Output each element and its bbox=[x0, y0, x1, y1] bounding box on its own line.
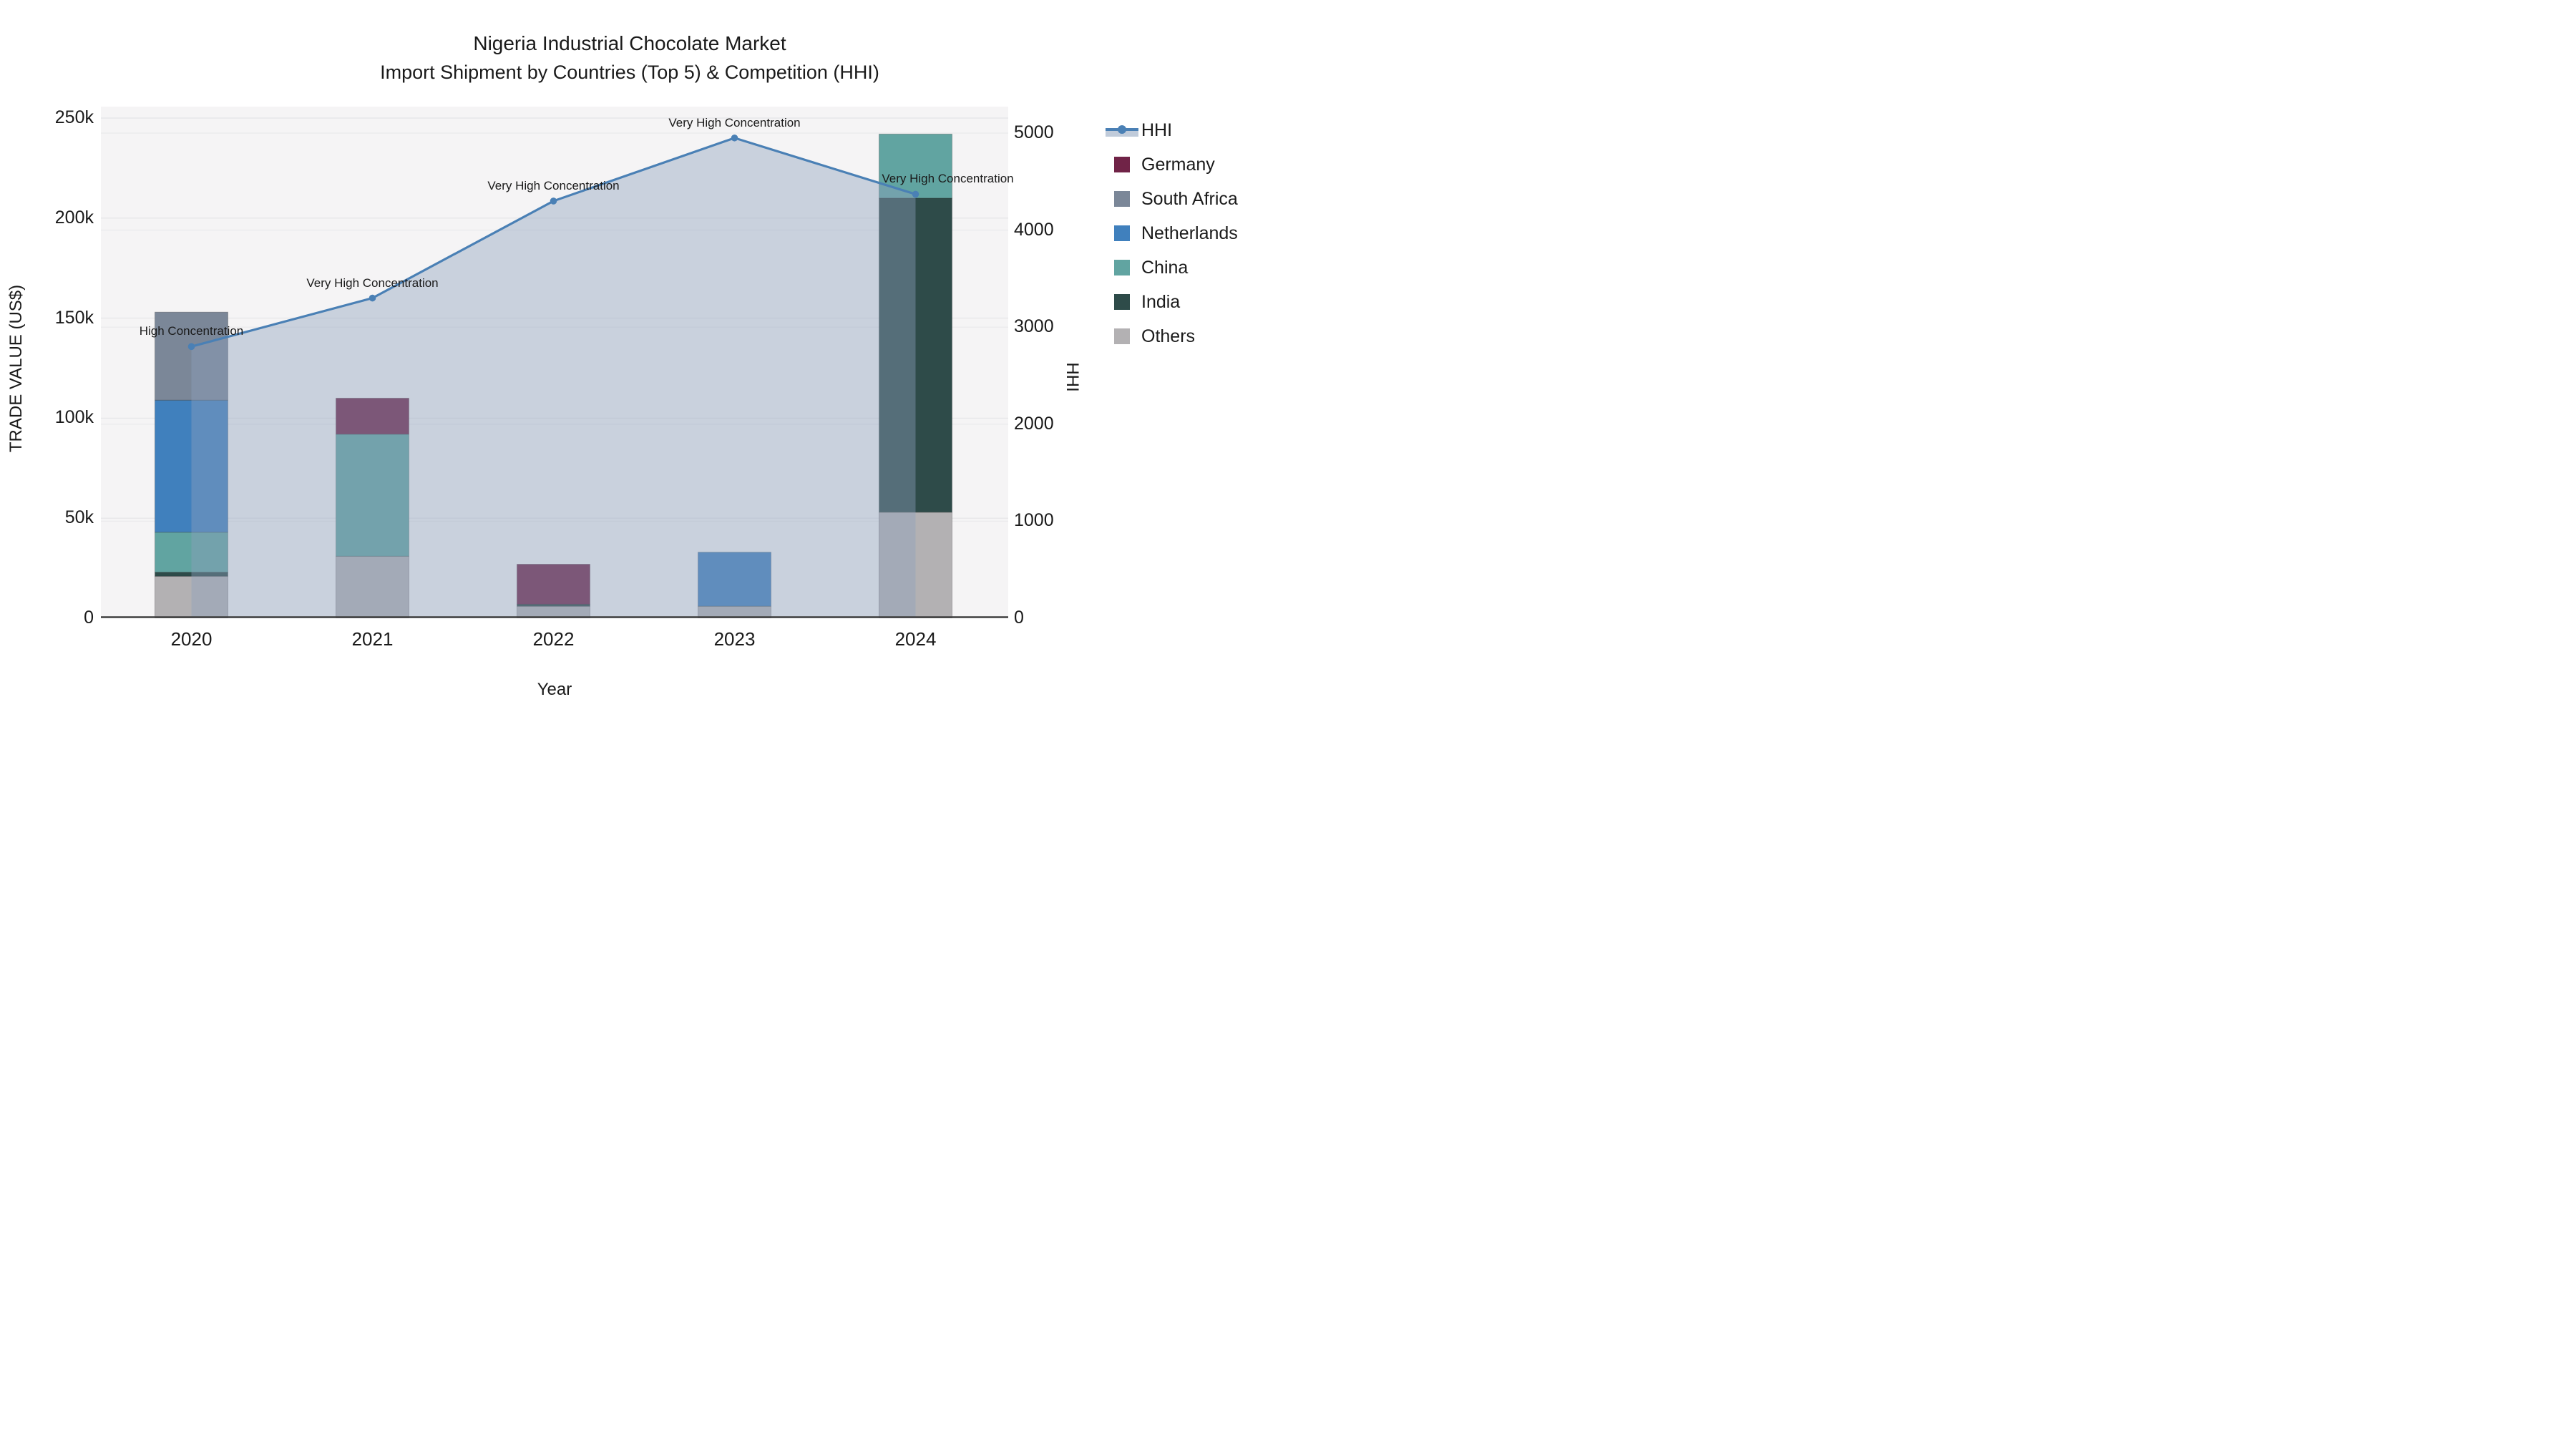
legend-swatch-icon bbox=[1114, 191, 1130, 207]
annotation-label-2022: Very High Concentration bbox=[487, 178, 620, 192]
legend-item-label: Germany bbox=[1141, 154, 1215, 175]
annotation-label-2024: Very High Concentration bbox=[882, 172, 1014, 186]
bar-segment-others-2021 bbox=[336, 555, 409, 618]
legend: HHI Germany South Africa Netherlands China In… bbox=[1106, 113, 1238, 353]
legend-swatch-icon bbox=[1114, 260, 1130, 275]
bar-segment-others-2020 bbox=[155, 575, 228, 618]
hhi-area-fill bbox=[191, 137, 916, 618]
x-tick-label: 2020 bbox=[170, 628, 213, 650]
legend-swatch-icon bbox=[1114, 225, 1130, 241]
bar-segment-germany-2022 bbox=[517, 564, 590, 605]
bar-segment-germany-2021 bbox=[336, 397, 409, 435]
legend-swatch-icon bbox=[1114, 328, 1130, 344]
legend-item-label: Netherlands bbox=[1141, 223, 1238, 243]
bar-segment-china-2021 bbox=[336, 434, 409, 557]
legend-item-label: South Africa bbox=[1141, 188, 1238, 209]
hhi-marker-2020 bbox=[187, 343, 195, 351]
legend-item-india[interactable]: India bbox=[1106, 285, 1238, 319]
chart-title: Nigeria Industrial Chocolate Market Impo… bbox=[0, 29, 1259, 87]
bar-segment-netherlands-2020 bbox=[155, 399, 228, 533]
y-left-tick-label: 50k bbox=[64, 507, 94, 528]
bar-segment-india-2020 bbox=[155, 572, 228, 577]
legend-item-hhi[interactable]: HHI bbox=[1106, 113, 1238, 147]
y-left-axis-title: TRADE VALUE (US$) bbox=[6, 284, 26, 453]
plot-area-background bbox=[101, 107, 1008, 618]
hhi-marker-2022 bbox=[550, 197, 557, 205]
annotation-label-2020: High Concentration bbox=[139, 324, 244, 338]
y-right-tick-label: 2000 bbox=[1014, 413, 1054, 434]
y-right-tick-label: 0 bbox=[1014, 608, 1024, 628]
y-right-tick-label: 1000 bbox=[1014, 510, 1054, 531]
x-tick-label: 2023 bbox=[713, 628, 756, 650]
y-left-tick-label: 200k bbox=[54, 207, 94, 228]
bar-segment-netherlands-2023 bbox=[698, 552, 771, 607]
annotation-label-2023: Very High Concentration bbox=[668, 115, 801, 130]
bar-segment-south-africa-2020 bbox=[155, 311, 228, 401]
chart-title-line1: Nigeria Industrial Chocolate Market bbox=[473, 32, 786, 54]
legend-swatch-icon bbox=[1114, 157, 1130, 172]
bar-segment-others-2024 bbox=[879, 512, 952, 618]
y-right-tick-label: 4000 bbox=[1014, 219, 1054, 240]
x-axis-title: Year bbox=[537, 680, 572, 699]
hhi-marker-2024 bbox=[912, 190, 919, 198]
legend-item-netherlands[interactable]: Netherlands bbox=[1106, 216, 1238, 250]
legend-item-china[interactable]: China bbox=[1106, 250, 1238, 285]
y-left-tick-label: 150k bbox=[54, 307, 94, 328]
y-right-tick-label: 3000 bbox=[1014, 316, 1054, 337]
chart-figure: Nigeria Industrial Chocolate Market Impo… bbox=[0, 0, 1288, 725]
legend-item-germany[interactable]: Germany bbox=[1106, 147, 1238, 182]
y-left-tick-label: 250k bbox=[54, 107, 94, 127]
x-tick-label: 2022 bbox=[532, 628, 575, 650]
bar-segment-india-2024 bbox=[879, 197, 952, 513]
legend-item-label: Others bbox=[1141, 326, 1196, 346]
y-right-axis-title: HHI bbox=[1063, 362, 1082, 392]
y-left-tick-label: 0 bbox=[84, 608, 94, 628]
x-tick-label: 2024 bbox=[894, 628, 937, 650]
chart-plot-svg bbox=[101, 117, 1008, 618]
hhi-line-swatch-icon bbox=[1106, 122, 1138, 139]
legend-item-others[interactable]: Others bbox=[1106, 319, 1238, 353]
annotation-label-2021: Very High Concentration bbox=[306, 275, 439, 290]
legend-item-south-africa[interactable]: South Africa bbox=[1106, 182, 1238, 216]
legend-item-label: HHI bbox=[1141, 119, 1173, 140]
legend-swatch-icon bbox=[1114, 294, 1130, 310]
hhi-marker-2021 bbox=[369, 294, 376, 302]
chart-title-line2: Import Shipment by Countries (Top 5) & C… bbox=[380, 62, 879, 83]
legend-item-label: China bbox=[1141, 257, 1189, 278]
legend-item-label: India bbox=[1141, 291, 1181, 312]
y-right-tick-label: 5000 bbox=[1014, 122, 1054, 142]
hhi-marker-2023 bbox=[731, 134, 738, 142]
x-tick-label: 2021 bbox=[351, 628, 394, 650]
y-left-tick-label: 100k bbox=[54, 407, 94, 428]
